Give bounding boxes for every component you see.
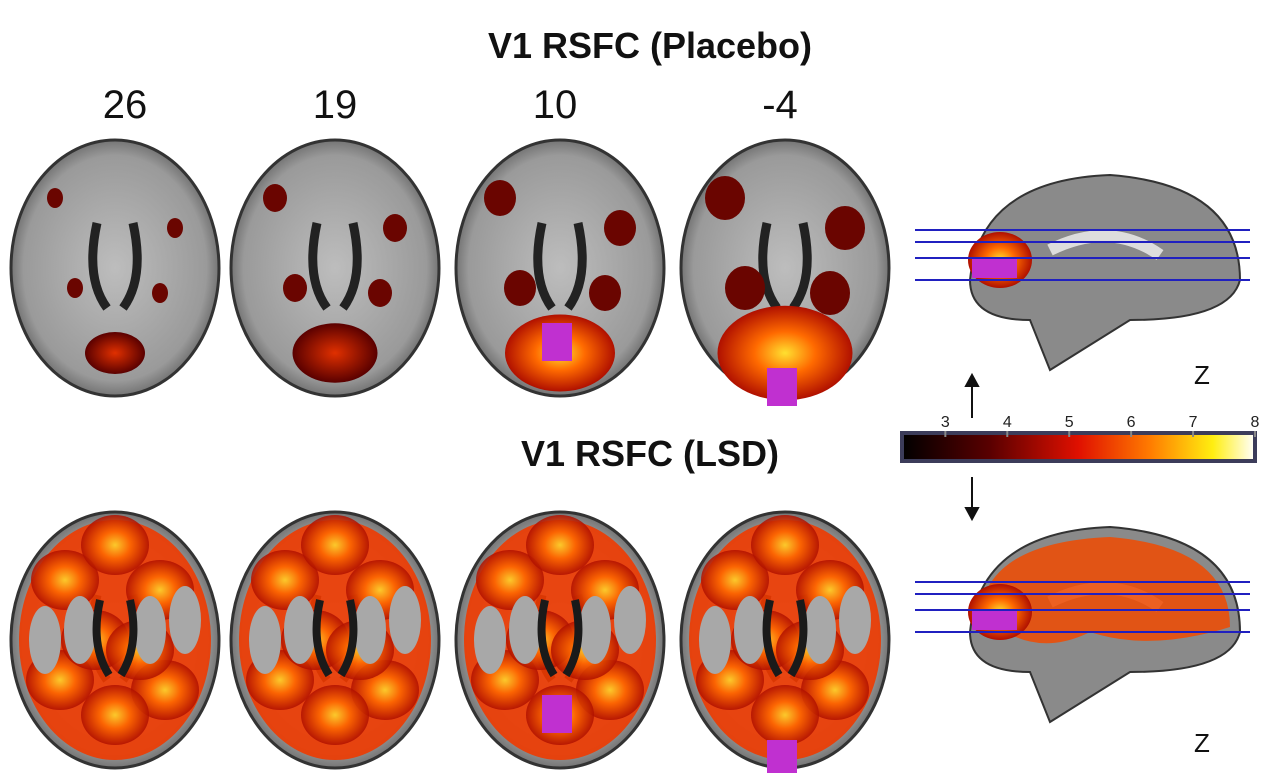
axial-slice (679, 138, 891, 406)
activation-peak (81, 515, 149, 575)
colorbar-tick-label: 5 (1065, 414, 1074, 431)
axial-slice (229, 510, 441, 770)
activation-peak (476, 550, 544, 610)
activation-spot (810, 271, 850, 315)
lsd-title: V1 RSFC (LSD) (521, 433, 779, 474)
gray-matter (249, 606, 281, 674)
activation-peak (751, 515, 819, 575)
ventricle (312, 599, 358, 678)
gray-matter (804, 596, 836, 664)
activation (717, 305, 853, 401)
activation-spot (383, 214, 407, 242)
activation-spot (152, 283, 168, 303)
activation-spot (825, 206, 865, 250)
axial-slice (229, 138, 441, 398)
gray-matter (284, 596, 316, 664)
ventricle (758, 222, 812, 311)
ventricle (308, 222, 362, 311)
gray-matter (839, 586, 871, 654)
gray-matter (354, 596, 386, 664)
activation-spot (604, 210, 636, 246)
colorbar-tick-label: 6 (1127, 414, 1136, 431)
seed-region (767, 368, 797, 406)
ventricle (533, 222, 587, 311)
activation-spot (283, 274, 307, 302)
activation-spot (725, 266, 765, 310)
activation (292, 323, 378, 383)
gray-matter (169, 586, 201, 654)
sagittal-brain (968, 173, 1242, 372)
activation-peak (701, 550, 769, 610)
seed-region (767, 740, 797, 773)
gray-matter (29, 606, 61, 674)
slice-label: -4 (762, 83, 798, 127)
axial-slice (679, 510, 891, 773)
activation-spot (47, 188, 63, 208)
slice-label: 26 (103, 83, 148, 127)
axial-slice (454, 138, 666, 398)
activation-peak (751, 685, 819, 745)
activation-spot (67, 278, 83, 298)
brain-outline (9, 138, 221, 398)
activation-spot (589, 275, 621, 311)
colorbar-tick-label: 7 (1189, 414, 1198, 431)
gray-matter (579, 596, 611, 664)
seed-region (972, 610, 1017, 630)
gray-matter (474, 606, 506, 674)
placebo-title: V1 RSFC (Placebo) (488, 25, 812, 66)
colorbar (900, 431, 1257, 463)
activation-peak (81, 685, 149, 745)
sagittal-slice (915, 173, 1250, 372)
ventricle (537, 599, 583, 678)
gray-matter (134, 596, 166, 664)
z-label: Z (1194, 360, 1210, 390)
seed-region (542, 323, 572, 361)
activation-peak (31, 550, 99, 610)
activation-peak (301, 685, 369, 745)
activation (85, 332, 145, 374)
activation-spot (263, 184, 287, 212)
colorbar-tick-label: 4 (1003, 414, 1012, 431)
activation-spot (368, 279, 392, 307)
gray-matter (614, 586, 646, 654)
ventricle (92, 599, 138, 678)
ventricle (762, 599, 808, 678)
seed-region (972, 258, 1017, 278)
axial-slice (9, 510, 221, 770)
gray-matter (734, 596, 766, 664)
colorbar-tick-label: 8 (1251, 414, 1260, 431)
axial-slice (454, 510, 666, 770)
activation (980, 537, 1230, 644)
colorbar-tick-label: 3 (941, 414, 950, 431)
activation-peak (526, 515, 594, 575)
ventricle (88, 222, 142, 311)
activation-spot (504, 270, 536, 306)
slice-label: 10 (533, 83, 578, 127)
activation-peak (301, 515, 369, 575)
gray-matter (64, 596, 96, 664)
z-label: Z (1194, 728, 1210, 758)
seed-region (542, 695, 572, 733)
activation-peak (251, 550, 319, 610)
activation-spot (167, 218, 183, 238)
slice-label: 19 (313, 83, 358, 127)
arrows (964, 372, 980, 522)
gray-matter (699, 606, 731, 674)
activation-spot (484, 180, 516, 216)
gray-matter (509, 596, 541, 664)
axial-slice (9, 138, 221, 398)
sagittal-slice (915, 525, 1250, 724)
activation-spot (705, 176, 745, 220)
gray-matter (389, 586, 421, 654)
corpus-callosum (1047, 230, 1164, 260)
